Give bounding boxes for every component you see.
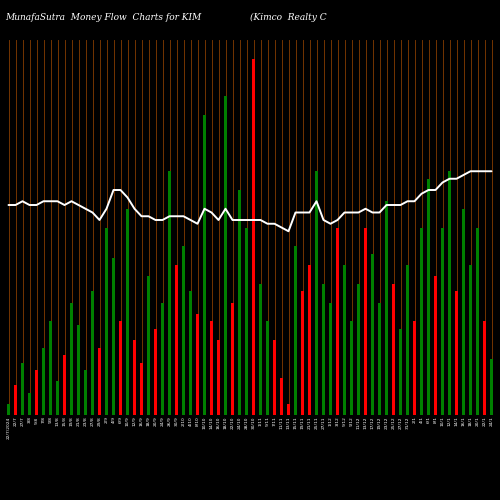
Bar xyxy=(434,276,438,415)
Bar xyxy=(448,171,452,415)
Bar xyxy=(84,370,87,415)
Bar xyxy=(34,370,38,415)
Bar xyxy=(258,284,262,415)
Bar xyxy=(132,340,136,415)
Bar xyxy=(62,355,66,415)
Text: (Kimco  Realty C: (Kimco Realty C xyxy=(250,12,326,22)
Bar xyxy=(266,322,270,415)
Bar xyxy=(238,190,242,415)
Bar xyxy=(272,340,276,415)
Bar xyxy=(322,284,326,415)
Bar xyxy=(342,265,346,415)
Bar xyxy=(154,329,158,415)
Bar xyxy=(42,348,46,415)
Bar xyxy=(202,115,206,415)
Bar xyxy=(440,228,444,415)
Bar xyxy=(336,228,340,415)
Bar xyxy=(14,385,18,415)
Bar xyxy=(20,362,24,415)
Bar xyxy=(252,58,256,415)
Text: MunafaSutra  Money Flow  Charts for KIM: MunafaSutra Money Flow Charts for KIM xyxy=(5,12,201,22)
Bar xyxy=(370,254,374,415)
Bar xyxy=(468,265,472,415)
Bar xyxy=(28,392,32,415)
Bar xyxy=(6,404,10,415)
Bar xyxy=(56,381,60,415)
Bar xyxy=(384,201,388,415)
Bar xyxy=(118,322,122,415)
Bar xyxy=(224,96,228,415)
Bar xyxy=(426,179,430,415)
Bar xyxy=(188,291,192,415)
Bar xyxy=(182,246,186,415)
Bar xyxy=(350,322,354,415)
Bar xyxy=(244,228,248,415)
Bar xyxy=(392,284,396,415)
Bar xyxy=(216,340,220,415)
Bar xyxy=(112,258,116,415)
Bar xyxy=(140,362,143,415)
Bar xyxy=(210,322,214,415)
Bar xyxy=(378,302,382,415)
Bar xyxy=(308,265,312,415)
Bar xyxy=(286,404,290,415)
Bar xyxy=(294,246,298,415)
Bar xyxy=(328,302,332,415)
Bar xyxy=(160,302,164,415)
Bar xyxy=(356,284,360,415)
Bar xyxy=(196,314,200,415)
Bar xyxy=(420,228,424,415)
Bar xyxy=(454,291,458,415)
Bar xyxy=(48,322,52,415)
Bar xyxy=(126,209,130,415)
Bar xyxy=(104,228,108,415)
Bar xyxy=(364,228,368,415)
Bar xyxy=(300,291,304,415)
Bar xyxy=(146,276,150,415)
Bar xyxy=(490,359,494,415)
Bar xyxy=(174,265,178,415)
Bar xyxy=(230,302,234,415)
Bar xyxy=(482,322,486,415)
Bar xyxy=(406,265,409,415)
Bar xyxy=(476,228,480,415)
Bar xyxy=(98,348,102,415)
Bar xyxy=(280,378,283,415)
Bar xyxy=(70,302,73,415)
Bar xyxy=(90,291,94,415)
Bar xyxy=(76,325,80,415)
Bar xyxy=(314,171,318,415)
Bar xyxy=(398,329,402,415)
Bar xyxy=(412,322,416,415)
Bar xyxy=(462,209,466,415)
Bar xyxy=(168,171,172,415)
